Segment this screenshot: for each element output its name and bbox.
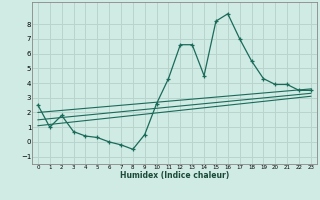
X-axis label: Humidex (Indice chaleur): Humidex (Indice chaleur) xyxy=(120,171,229,180)
